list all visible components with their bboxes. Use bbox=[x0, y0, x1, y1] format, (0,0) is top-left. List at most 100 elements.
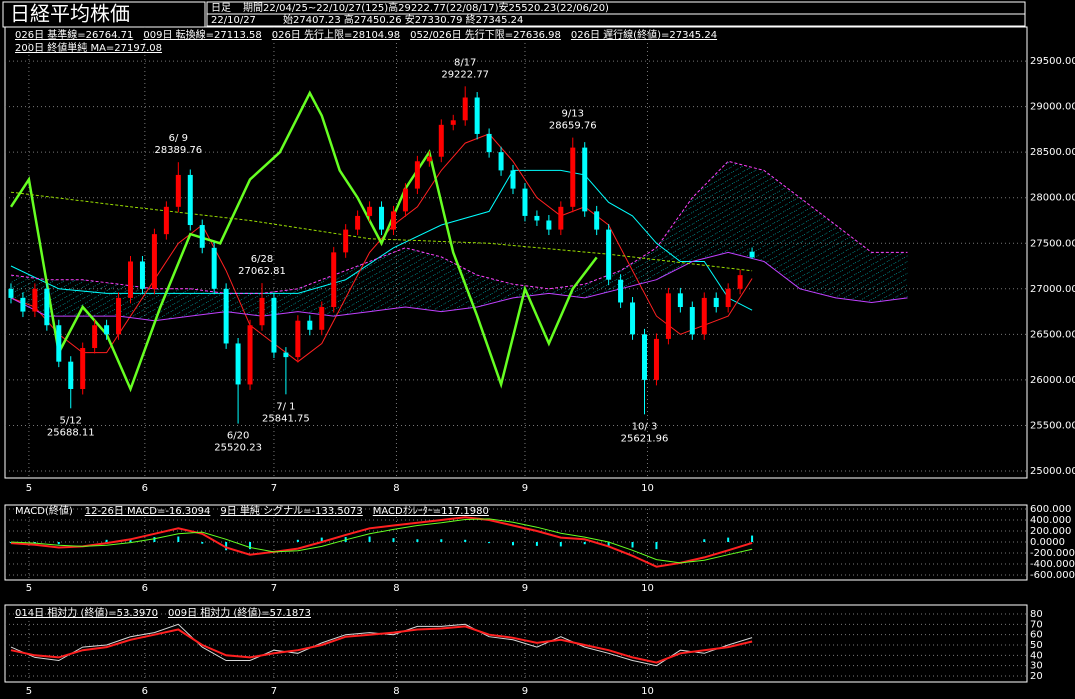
legend-entry: 12-26日 MACD=-16.3094 bbox=[85, 506, 211, 517]
histogram-bar bbox=[177, 536, 180, 543]
candle-body bbox=[259, 297, 265, 326]
y-tick-label: -600.000 bbox=[1030, 570, 1075, 581]
candle-body bbox=[450, 120, 456, 125]
histogram-bar bbox=[559, 542, 562, 547]
histogram-bar bbox=[201, 542, 204, 544]
candle-body bbox=[725, 288, 731, 308]
histogram-bar bbox=[512, 542, 515, 546]
series-line bbox=[9, 90, 598, 393]
annotation-value: 27062.81 bbox=[238, 266, 286, 277]
candle-body bbox=[390, 211, 396, 230]
y-tick-label: 40 bbox=[1030, 650, 1043, 661]
series-line bbox=[10, 625, 753, 664]
annotation-date: 10/ 3 bbox=[632, 421, 658, 432]
histogram-bar bbox=[296, 539, 299, 543]
histogram-bar bbox=[751, 535, 754, 543]
series-line bbox=[10, 518, 753, 564]
y-tick-label: 70 bbox=[1030, 619, 1043, 630]
candle-body bbox=[534, 215, 540, 221]
histogram-bar bbox=[57, 542, 60, 545]
annotation-date: 8/17 bbox=[454, 57, 476, 68]
histogram-bar bbox=[464, 539, 467, 543]
x-tick-label: 5 bbox=[26, 483, 32, 494]
x-tick-label: 10 bbox=[641, 583, 654, 594]
histogram-bar bbox=[225, 542, 228, 551]
candle-body bbox=[104, 325, 110, 335]
y-tick-label: 25000.00 bbox=[1030, 466, 1075, 477]
y-tick-label: 29500.00 bbox=[1030, 56, 1075, 67]
panel-frame bbox=[4, 26, 1028, 479]
x-tick-label: 5 bbox=[26, 686, 32, 697]
candle-body bbox=[343, 229, 349, 253]
y-tick-label: 200.000 bbox=[1030, 526, 1071, 537]
candle-body bbox=[438, 124, 444, 157]
annotation-date: 9/13 bbox=[562, 109, 584, 120]
candle-body bbox=[367, 206, 373, 216]
candle-body bbox=[211, 247, 217, 289]
x-tick-label: 8 bbox=[393, 483, 399, 494]
candle-body bbox=[737, 275, 743, 289]
candle-body bbox=[56, 325, 62, 362]
y-tick-label: -200.000 bbox=[1030, 548, 1075, 559]
candle-body bbox=[319, 307, 325, 330]
candle-body bbox=[235, 343, 241, 385]
candle-body bbox=[379, 206, 385, 230]
x-tick-label: 5 bbox=[26, 583, 32, 594]
candle-body bbox=[44, 288, 50, 326]
candle-body bbox=[151, 234, 157, 289]
candle-body bbox=[498, 152, 504, 171]
annotation-date: 6/ 9 bbox=[169, 133, 188, 144]
series-line bbox=[10, 251, 908, 322]
legend-entry: 009日 転換線=27113.58 bbox=[143, 28, 261, 41]
annotation-value: 29222.77 bbox=[441, 69, 489, 80]
histogram-bar bbox=[727, 537, 730, 543]
candle-body bbox=[307, 320, 313, 330]
candle-body bbox=[701, 297, 707, 335]
candle-body bbox=[8, 288, 14, 298]
y-tick-label: 27500.00 bbox=[1030, 238, 1075, 249]
chart-title: 日経平均株価 bbox=[10, 2, 130, 26]
annotation-date: 5/12 bbox=[60, 415, 82, 426]
histogram-bar bbox=[392, 538, 395, 543]
candle-body bbox=[606, 229, 612, 280]
series-line bbox=[10, 133, 753, 363]
legend-entry: 014日 相対力 (終値)=53.3970 bbox=[15, 606, 158, 619]
annotation-value: 28389.76 bbox=[154, 145, 202, 156]
candle-body bbox=[749, 251, 755, 258]
candle-body bbox=[80, 348, 86, 390]
candle-body bbox=[20, 297, 26, 312]
legend-entry: 026日 基準線=26764.71 bbox=[15, 28, 133, 41]
x-tick-label: 7 bbox=[271, 483, 277, 494]
y-tick-label: 28000.00 bbox=[1030, 193, 1075, 204]
legend-entry: 026日 先行上限=28104.98 bbox=[272, 28, 400, 41]
y-tick-label: 60 bbox=[1030, 630, 1043, 641]
x-tick-label: 8 bbox=[393, 583, 399, 594]
legend-entry: 200日 終値単純 MA=27197.08 bbox=[15, 41, 162, 54]
histogram-bar bbox=[488, 542, 491, 544]
histogram-bar bbox=[249, 542, 252, 550]
y-tick-label: 27000.00 bbox=[1030, 284, 1075, 295]
histogram-bar bbox=[631, 542, 634, 548]
cloud-fill bbox=[10, 161, 908, 321]
annotation-value: 25621.96 bbox=[621, 433, 669, 444]
candle-body bbox=[594, 211, 600, 230]
candle-body bbox=[355, 215, 361, 230]
x-tick-label: 7 bbox=[271, 686, 277, 697]
candle-body bbox=[582, 147, 588, 212]
legend-entry: 052/026日 先行下限=27636.98 bbox=[410, 28, 561, 41]
x-tick-label: 9 bbox=[522, 483, 528, 494]
y-tick-label: -400.000 bbox=[1030, 559, 1075, 570]
histogram-bar bbox=[607, 542, 610, 547]
candle-body bbox=[128, 261, 134, 298]
x-tick-label: 9 bbox=[522, 583, 528, 594]
y-tick-label: 50 bbox=[1030, 640, 1043, 651]
candle-body bbox=[570, 147, 576, 207]
y-tick-label: 20 bbox=[1030, 671, 1043, 682]
x-tick-label: 10 bbox=[641, 483, 654, 494]
candle-body bbox=[558, 206, 564, 230]
annotation-value: 28659.76 bbox=[549, 121, 597, 132]
timeframe: 日足 bbox=[211, 2, 231, 14]
candle-body bbox=[247, 325, 253, 385]
